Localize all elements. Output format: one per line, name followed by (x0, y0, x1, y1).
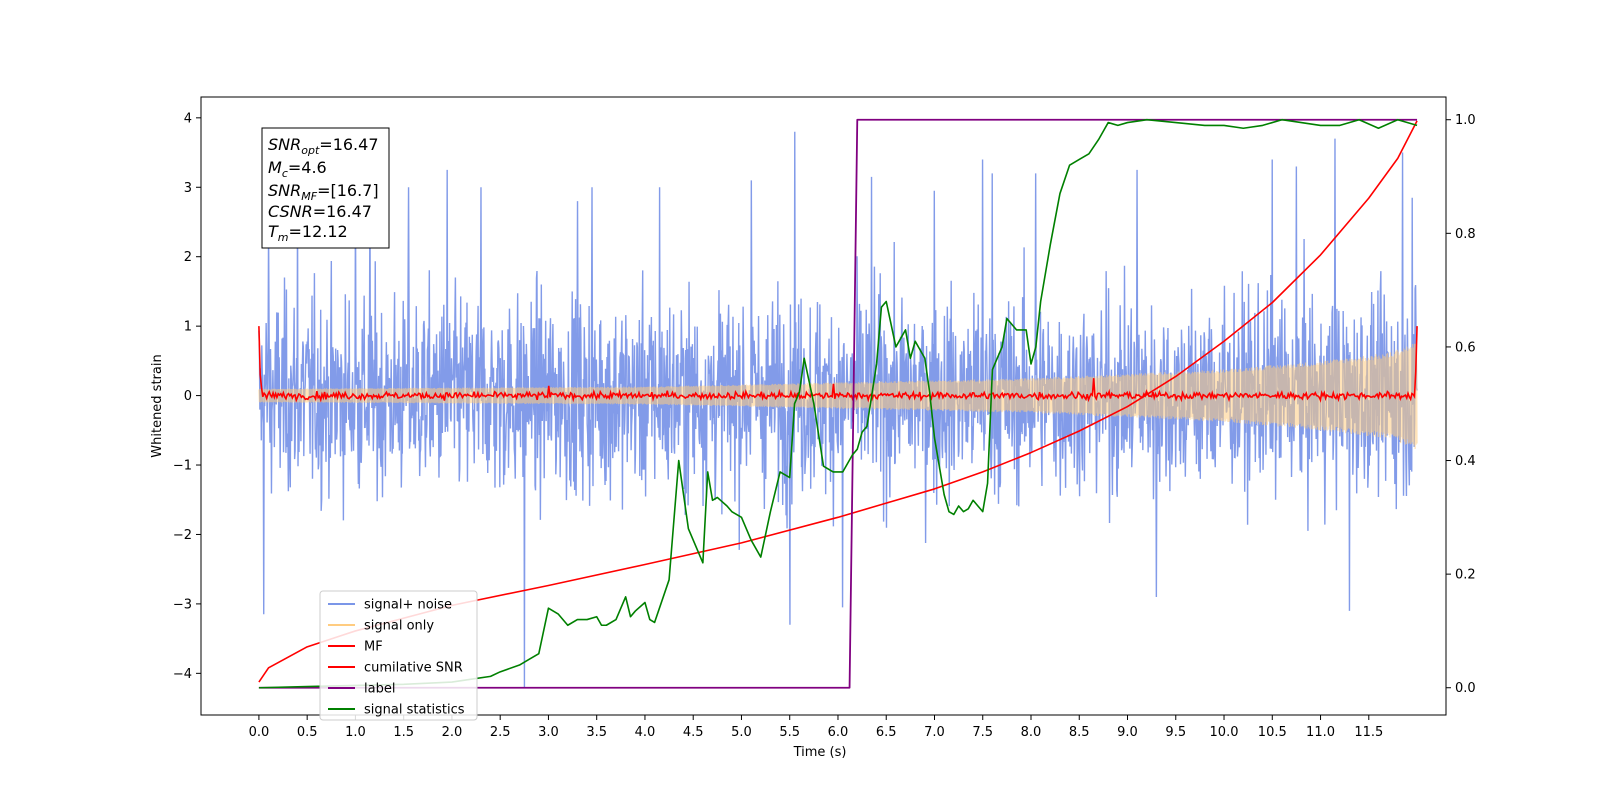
annotation-box: SNRopt=16.47 Mc=4.6 SNRMF=[16.7] CSNR=16… (261, 127, 390, 249)
x-axis-title: Time (s) (793, 745, 847, 760)
y2-tick-label: 0.6 (1455, 340, 1476, 355)
y-axis-right: 1.0 0.8 0.6 0.4 0.2 0.0 (1446, 113, 1476, 696)
y-tick-label: −3 (173, 597, 192, 612)
y-axis-title: Whitened strain (150, 354, 165, 457)
legend-label: signal statistics (364, 703, 465, 718)
legend-label: label (364, 682, 395, 697)
y-tick-label: −4 (173, 667, 192, 682)
x-tick-label: 10.5 (1258, 725, 1287, 740)
legend-label: cumilative SNR (364, 661, 463, 676)
x-tick-label: 7.0 (924, 725, 945, 740)
x-tick-label: 6.0 (828, 725, 849, 740)
legend-label: signal+ noise (364, 598, 452, 613)
y2-tick-label: 0.0 (1455, 681, 1476, 696)
legend: signal+ noise signal only MF cumilative SNR… (319, 590, 478, 721)
x-tick-label: 11.0 (1306, 725, 1335, 740)
x-tick-label: 8.0 (1021, 725, 1042, 740)
annotation-tm: Tm=12.12 (268, 222, 348, 244)
y2-tick-label: 0.2 (1455, 568, 1476, 583)
y-tick-label: −2 (173, 528, 192, 543)
x-tick-label: 4.0 (635, 725, 656, 740)
x-tick-label: 10.0 (1210, 725, 1239, 740)
x-tick-label: 9.0 (1117, 725, 1138, 740)
legend-label: MF (364, 640, 383, 655)
legend-entries: signal+ noise signal only MF cumilative SNR… (328, 598, 465, 718)
x-tick-label: 9.5 (1165, 725, 1186, 740)
annotation-mc: Mc=4.6 (268, 158, 327, 180)
annotation-csnr: CSNR=16.47 (268, 202, 372, 221)
x-tick-label: 2.5 (490, 725, 511, 740)
y2-tick-label: 1.0 (1455, 113, 1476, 128)
annotation-snr-opt: SNRopt=16.47 (268, 135, 379, 157)
x-tick-label: 8.5 (1069, 725, 1090, 740)
x-tick-label: 4.5 (683, 725, 704, 740)
series-mf (258, 326, 1418, 403)
legend-label: signal only (364, 619, 434, 634)
x-tick-label: 5.0 (731, 725, 752, 740)
x-tick-label: 2.0 (442, 725, 463, 740)
x-tick-label: 6.5 (876, 725, 897, 740)
y-tick-label: 1 (184, 320, 192, 335)
y2-tick-label: 0.8 (1455, 227, 1476, 242)
x-tick-label: 1.0 (345, 725, 366, 740)
y-tick-label: 0 (184, 389, 192, 404)
x-tick-label: 0.5 (297, 725, 318, 740)
x-axis: 0.0 0.5 1.0 1.5 2.0 2.5 3.0 3.5 4.0 4.5 5.0 5.5 6.0 6… (249, 715, 1383, 740)
x-tick-label: 0.0 (249, 725, 270, 740)
y-tick-label: 4 (184, 111, 192, 126)
y-tick-label: 3 (184, 181, 192, 196)
x-tick-label: 3.0 (538, 725, 559, 740)
x-tick-label: 11.5 (1354, 725, 1383, 740)
y-axis-left: 4 3 2 1 0 −1 −2 −3 −4 (173, 111, 201, 682)
x-tick-label: 1.5 (393, 725, 414, 740)
plot-frame (200, 96, 1447, 716)
annotation-frame (261, 127, 390, 249)
legend-frame (319, 590, 478, 721)
x-tick-label: 5.5 (779, 725, 800, 740)
y-tick-label: −1 (173, 459, 192, 474)
annotation-snr-mf: SNRMF=[16.7] (268, 181, 379, 203)
series-signal-statistics (258, 118, 1418, 689)
x-tick-label: 3.5 (586, 725, 607, 740)
y-tick-label: 2 (184, 250, 192, 265)
series-label (258, 118, 1418, 689)
y2-tick-label: 0.4 (1455, 454, 1476, 469)
x-tick-label: 7.5 (972, 725, 993, 740)
series-signal-plus-noise (258, 131, 1418, 688)
